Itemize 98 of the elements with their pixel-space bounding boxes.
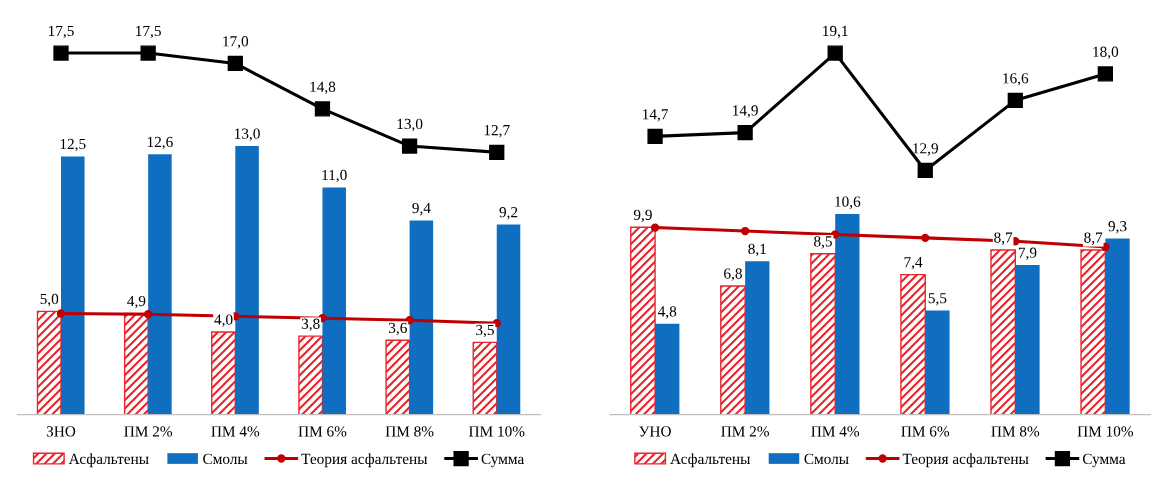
data-label: 8,7 xyxy=(994,232,1013,245)
data-label: 12,7 xyxy=(484,125,510,138)
bar xyxy=(409,220,434,415)
legend-label: Сумма xyxy=(481,453,525,468)
data-label: 9,2 xyxy=(499,207,518,220)
x-tick-label: ПМ 10% xyxy=(468,426,525,437)
point xyxy=(492,318,501,328)
bar xyxy=(1105,238,1130,415)
bar xyxy=(900,273,926,415)
legend-label: Асфальтены xyxy=(670,453,751,468)
data-label: 9,9 xyxy=(633,209,652,223)
data-label: 5,5 xyxy=(928,293,947,306)
data-label: 12,5 xyxy=(60,138,86,152)
x-tick-label: ПМ 8% xyxy=(385,426,434,437)
bar xyxy=(925,310,950,415)
data-label: 13,0 xyxy=(235,128,260,141)
data-label: 7,9 xyxy=(1018,247,1037,261)
bar xyxy=(745,261,770,415)
data-label: 13,0 xyxy=(397,118,423,132)
bar xyxy=(298,335,324,415)
bar xyxy=(990,249,1016,415)
point xyxy=(740,226,750,236)
data-label: 3,6 xyxy=(389,322,407,336)
data-label: 9,3 xyxy=(1108,221,1127,234)
legend-label: Смолы xyxy=(804,453,849,465)
legend-label: Смолы xyxy=(203,453,248,465)
legend-label: Теория асфальтены xyxy=(902,453,1029,468)
data-label: 8,5 xyxy=(814,236,832,249)
point xyxy=(489,144,505,160)
point xyxy=(143,310,153,319)
point xyxy=(53,45,69,61)
data-label: 4,0 xyxy=(214,314,233,327)
bar xyxy=(655,323,680,415)
data-label: 3,5 xyxy=(476,324,494,338)
point xyxy=(827,45,843,61)
bar xyxy=(496,224,521,415)
data-label: 8,1 xyxy=(748,243,766,257)
data-label: 5,0 xyxy=(40,293,59,307)
point xyxy=(401,138,418,154)
bar xyxy=(211,331,237,415)
data-label: 4,8 xyxy=(657,306,677,319)
point xyxy=(405,316,414,325)
legend-label: Теория асфальтены xyxy=(301,453,428,468)
point xyxy=(56,309,66,318)
bar xyxy=(235,146,259,415)
data-label: 10,6 xyxy=(835,196,861,209)
point xyxy=(227,55,243,72)
data-label: 16,6 xyxy=(1003,73,1029,86)
x-tick-label: ЗНО xyxy=(46,426,76,437)
x-tick-label: ПМ 4% xyxy=(211,426,260,437)
point xyxy=(1097,66,1113,82)
point xyxy=(314,101,331,117)
point xyxy=(831,230,840,239)
data-label: 14,9 xyxy=(733,105,758,118)
data-label: 11,0 xyxy=(322,169,347,183)
x-tick-label: ПМ 2% xyxy=(721,426,770,437)
x-tick-label: ПМ 6% xyxy=(298,426,347,437)
bar xyxy=(472,341,498,415)
bar xyxy=(148,154,172,415)
bar xyxy=(322,187,346,415)
data-label: 3,8 xyxy=(301,318,320,332)
x-tick-label: УНО xyxy=(639,426,671,437)
point xyxy=(921,233,930,243)
data-label: 17,0 xyxy=(223,36,249,49)
point xyxy=(140,45,156,61)
data-label: 14,7 xyxy=(643,109,669,122)
bar xyxy=(810,253,836,415)
bar xyxy=(385,339,411,415)
data-label: 12,6 xyxy=(147,136,173,150)
data-label: 14,8 xyxy=(310,81,336,95)
bar xyxy=(61,156,85,415)
data-label: 17,5 xyxy=(48,25,74,39)
data-label: 12,9 xyxy=(913,143,938,156)
bar xyxy=(720,285,746,415)
data-label: 8,7 xyxy=(1084,232,1103,245)
x-tick-label: ПМ 4% xyxy=(811,426,860,437)
point xyxy=(1007,92,1023,109)
legend-label: Асфальтены xyxy=(68,453,149,468)
point xyxy=(917,162,933,179)
data-label: 6,8 xyxy=(724,268,742,281)
bar xyxy=(36,310,62,415)
data-label: 18,0 xyxy=(1093,46,1119,60)
x-tick-label: ПМ 10% xyxy=(1077,426,1134,437)
point xyxy=(650,223,660,232)
x-tick-label: ПМ 2% xyxy=(124,426,173,437)
bar xyxy=(630,226,656,415)
data-label: 19,1 xyxy=(823,25,848,39)
legend-label: Сумма xyxy=(1082,453,1126,468)
data-label: 7,4 xyxy=(904,257,923,270)
point xyxy=(647,128,663,145)
data-label: 17,5 xyxy=(136,25,161,39)
point xyxy=(737,124,753,141)
x-tick-label: ПМ 8% xyxy=(991,426,1040,437)
data-label: 4,9 xyxy=(127,295,146,309)
x-tick-label: ПМ 6% xyxy=(901,426,950,437)
bar xyxy=(1015,265,1040,415)
bar xyxy=(835,214,860,415)
data-label: 9,4 xyxy=(412,202,431,216)
